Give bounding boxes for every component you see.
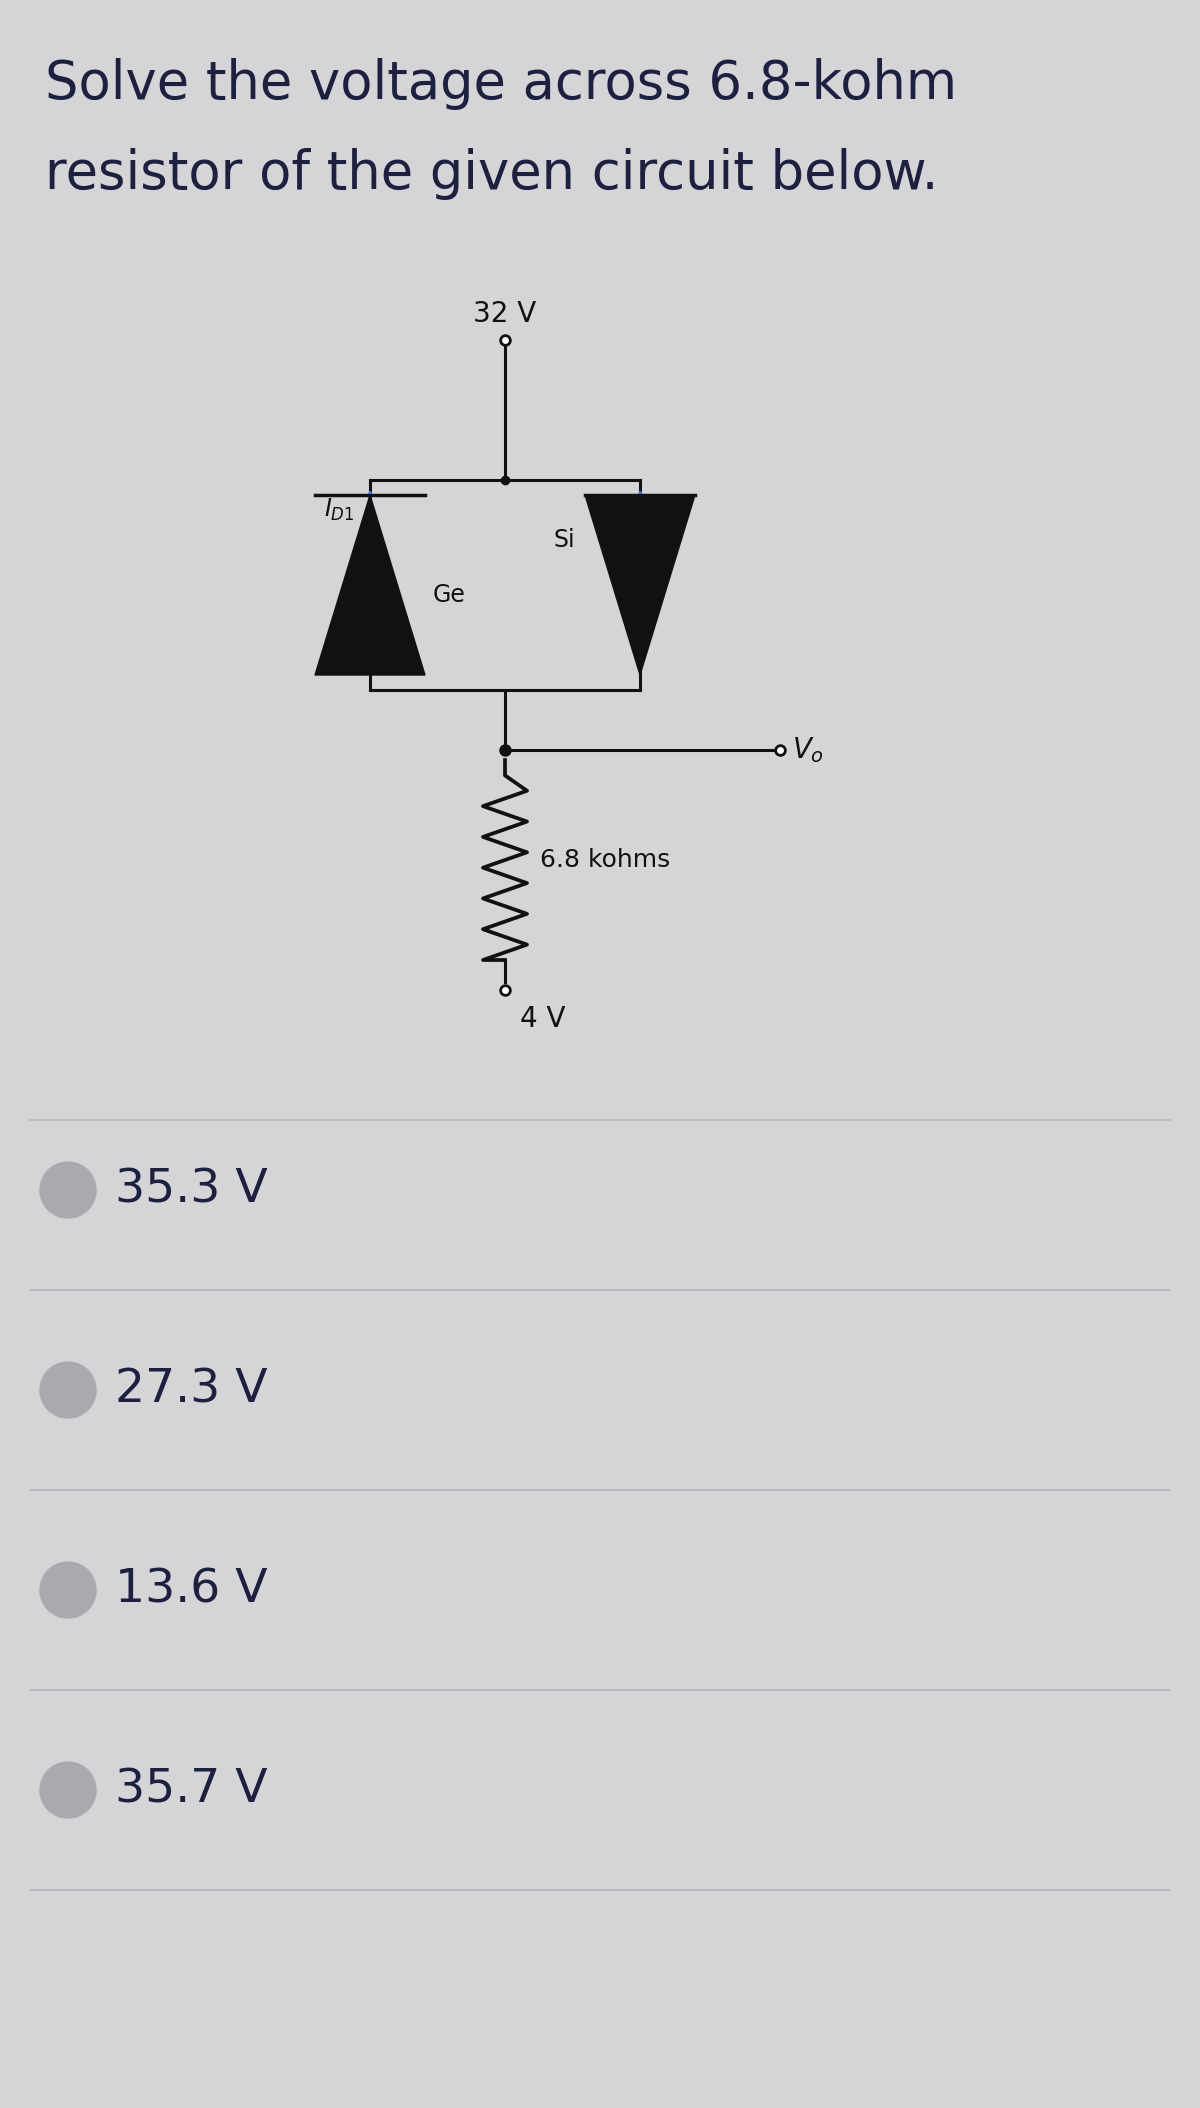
- Text: 27.3 V: 27.3 V: [115, 1368, 268, 1412]
- Polygon shape: [586, 495, 695, 675]
- Text: 4 V: 4 V: [520, 1006, 565, 1033]
- Circle shape: [40, 1362, 96, 1419]
- Polygon shape: [314, 495, 425, 675]
- Circle shape: [40, 1162, 96, 1218]
- Circle shape: [40, 1562, 96, 1619]
- Text: 35.3 V: 35.3 V: [115, 1168, 268, 1212]
- Circle shape: [40, 1762, 96, 1817]
- Text: $I_{D1}$: $I_{D1}$: [324, 497, 355, 523]
- Text: Si: Si: [553, 527, 575, 552]
- Text: Ge: Ge: [433, 584, 466, 607]
- Text: resistor of the given circuit below.: resistor of the given circuit below.: [46, 148, 938, 200]
- Text: 35.7 V: 35.7 V: [115, 1767, 268, 1813]
- Text: 32 V: 32 V: [473, 299, 536, 329]
- Text: 13.6 V: 13.6 V: [115, 1568, 268, 1613]
- Text: $I_{D2}$: $I_{D2}$: [655, 497, 685, 523]
- Text: Solve the voltage across 6.8-kohm: Solve the voltage across 6.8-kohm: [46, 59, 958, 110]
- Text: 6.8 kohms: 6.8 kohms: [540, 847, 671, 873]
- Text: $V_o$: $V_o$: [792, 736, 824, 765]
